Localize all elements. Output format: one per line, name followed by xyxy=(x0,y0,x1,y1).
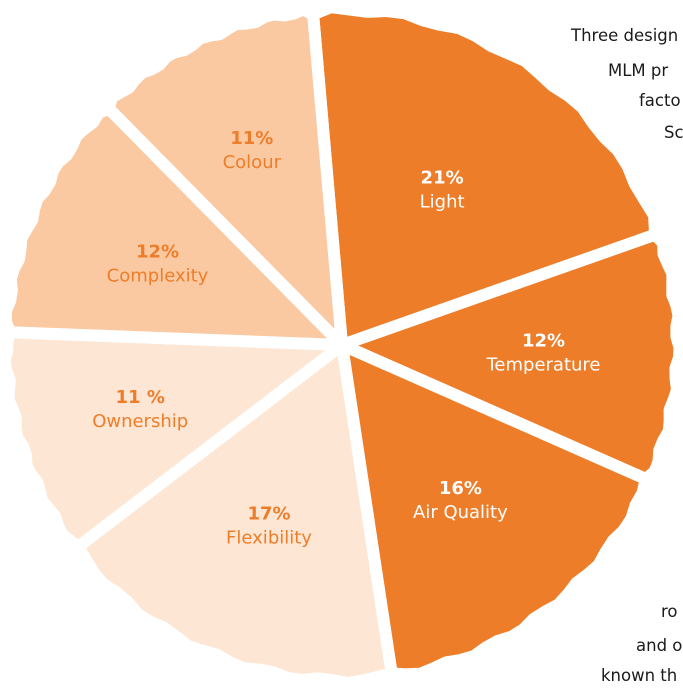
pie-slice-temperature xyxy=(336,228,683,485)
pie-slice-colour xyxy=(102,3,348,351)
side-text-line-7: known th xyxy=(601,666,678,685)
side-text-line-3: facto xyxy=(639,91,681,110)
side-text-line-5: ro xyxy=(661,602,678,621)
slice-percent-label: 17% xyxy=(247,504,290,525)
slice-percent-label: 12% xyxy=(522,331,565,352)
slice-name-label: Air Quality xyxy=(413,502,508,523)
side-text-line-6: and o xyxy=(636,636,683,655)
slice-percent-label: 12% xyxy=(136,242,179,263)
slice-name-label: Light xyxy=(420,192,465,213)
pie-slice-complexity xyxy=(0,102,348,351)
slice-name-label: Complexity xyxy=(107,266,209,287)
pie-slice-flexibility xyxy=(72,339,398,680)
side-text-line-4: Sc xyxy=(664,123,683,142)
slice-percent-label: 11 % xyxy=(116,387,165,408)
pie-slice-air-quality xyxy=(336,339,652,680)
pie-slice-ownership xyxy=(0,326,348,553)
side-text-line-1: Three design xyxy=(571,26,679,45)
slice-name-label: Ownership xyxy=(92,411,188,432)
slice-name-label: Flexibility xyxy=(226,528,312,549)
side-text-line-2: MLM pr xyxy=(608,61,669,80)
slice-name-label: Temperature xyxy=(485,355,600,376)
slice-percent-label: 16% xyxy=(439,478,482,499)
slice-percent-label: 11% xyxy=(230,128,273,149)
slice-name-label: Colour xyxy=(223,152,282,173)
slice-percent-label: 21% xyxy=(421,168,464,189)
